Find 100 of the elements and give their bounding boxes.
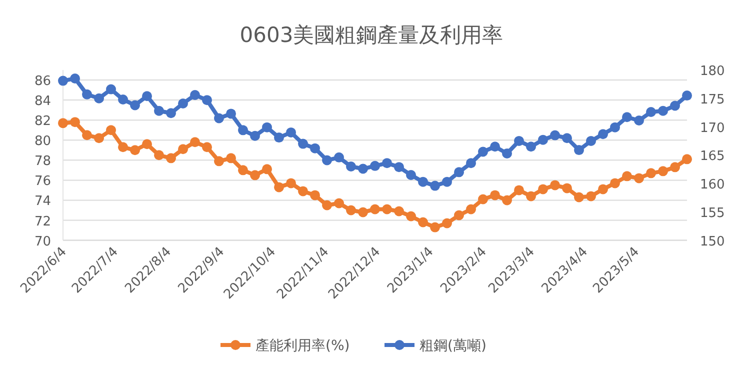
point	[106, 84, 116, 94]
point	[250, 130, 260, 141]
point	[670, 100, 680, 111]
point	[310, 190, 320, 200]
point	[166, 108, 176, 118]
point	[82, 130, 92, 140]
point	[178, 144, 188, 154]
point	[190, 90, 200, 100]
point	[682, 154, 692, 164]
y2-tick-label: 170	[700, 120, 725, 136]
point	[106, 125, 116, 136]
point	[394, 162, 404, 172]
y-tick-label: 78	[34, 154, 51, 170]
point	[214, 156, 224, 166]
point	[598, 184, 608, 194]
point	[490, 190, 500, 200]
point	[442, 218, 452, 228]
point	[142, 91, 152, 102]
point	[550, 180, 560, 190]
point	[682, 90, 692, 101]
point	[310, 143, 320, 154]
point	[214, 113, 224, 124]
point	[262, 164, 272, 174]
legend-label: 粗鋼(萬噸)	[420, 338, 486, 354]
point	[502, 148, 512, 158]
point	[514, 136, 524, 146]
point	[538, 184, 548, 194]
point	[418, 176, 428, 187]
point	[130, 145, 140, 156]
point	[478, 146, 488, 157]
point	[406, 170, 416, 180]
y2-tick-label: 175	[700, 92, 725, 108]
point	[382, 158, 392, 168]
point	[658, 106, 668, 116]
point	[226, 153, 236, 164]
point	[646, 168, 656, 178]
legend-label: 產能利用率(%)	[256, 338, 350, 354]
point	[598, 129, 608, 140]
point	[334, 198, 344, 208]
y-tick-label: 84	[34, 94, 51, 110]
point	[238, 165, 248, 176]
point	[346, 205, 356, 216]
point	[298, 138, 308, 149]
point	[586, 136, 596, 146]
y2-tick-label: 155	[700, 206, 725, 221]
point	[370, 204, 380, 214]
point	[526, 142, 536, 152]
point	[442, 176, 452, 187]
point	[502, 195, 512, 206]
point	[622, 112, 632, 122]
point	[454, 210, 464, 220]
point	[250, 170, 260, 180]
point	[418, 217, 428, 228]
point	[394, 206, 404, 216]
point	[70, 74, 80, 84]
point	[118, 142, 128, 152]
point	[202, 95, 212, 106]
point	[610, 122, 620, 132]
point	[514, 185, 524, 196]
point	[94, 133, 104, 144]
point	[94, 93, 104, 104]
chart-title: 0603美國粗鋼產量及利用率	[240, 23, 504, 47]
y-tick-label: 74	[34, 194, 51, 210]
y-tick-label: 86	[34, 74, 51, 90]
point	[82, 89, 92, 100]
point	[562, 133, 572, 144]
y2-tick-label: 165	[700, 149, 725, 164]
y2-tick-label: 180	[700, 64, 725, 79]
point	[262, 122, 272, 132]
point	[526, 191, 536, 202]
point	[118, 94, 128, 105]
point	[586, 191, 596, 202]
point	[286, 178, 296, 188]
point	[334, 152, 344, 162]
point	[358, 164, 368, 174]
point	[430, 222, 440, 232]
point	[574, 192, 584, 202]
point	[610, 178, 620, 188]
point	[286, 127, 296, 138]
point	[130, 100, 140, 110]
point	[490, 142, 500, 152]
point	[58, 76, 68, 86]
point	[370, 160, 380, 171]
point	[58, 118, 68, 128]
y2-tick-label: 150	[700, 234, 725, 250]
point	[274, 132, 284, 143]
y2-tick-label: 160	[700, 178, 725, 193]
point	[538, 134, 548, 145]
point	[646, 107, 656, 118]
point	[634, 116, 644, 126]
point	[634, 173, 644, 184]
y-tick-label: 80	[34, 134, 51, 150]
point	[658, 166, 668, 176]
y-tick-label: 72	[34, 214, 51, 230]
point	[430, 180, 440, 191]
point	[226, 108, 236, 119]
point	[322, 200, 332, 210]
point	[574, 145, 584, 156]
point	[562, 183, 572, 194]
point	[322, 155, 332, 166]
